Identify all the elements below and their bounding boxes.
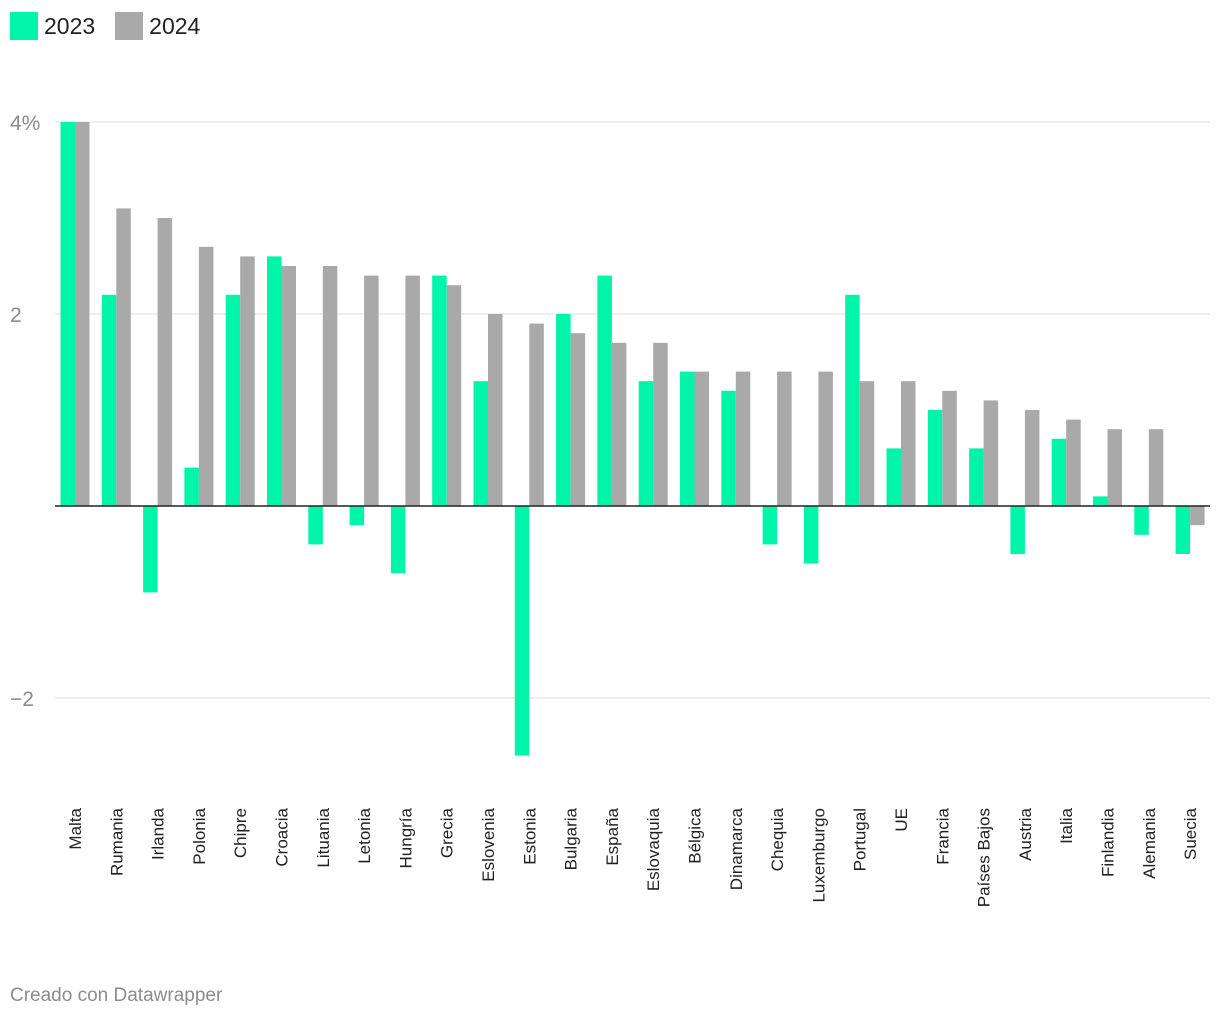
bar-2024: [570, 333, 586, 506]
x-category-label: Suecia: [1181, 807, 1200, 860]
bar-2024: [653, 342, 668, 506]
legend-label-2023: 2023: [44, 12, 96, 39]
x-category-label: Dinamarca: [727, 807, 746, 890]
x-category-label: UE: [892, 808, 911, 832]
x-category-label: Irlanda: [149, 807, 168, 860]
bar-2024: [777, 371, 792, 506]
bar-2024: [818, 371, 833, 506]
bar-2023: [267, 256, 282, 506]
bar-2023: [969, 448, 984, 506]
bar-2023: [473, 381, 488, 506]
bar-2023: [184, 467, 199, 506]
x-category-label: Bulgaria: [562, 807, 581, 870]
x-category-label: Eslovaquia: [644, 807, 663, 891]
bar-2023: [680, 371, 695, 506]
x-category-label: Austria: [1016, 807, 1035, 860]
bar-2023: [721, 390, 736, 506]
legend: 2023 2024: [10, 12, 220, 40]
bar-2023: [762, 506, 778, 545]
bar-2023: [514, 506, 530, 756]
bar-2023: [886, 448, 901, 506]
bar-2023: [60, 122, 75, 506]
bar-2024: [281, 266, 296, 506]
legend-item-2024: 2024: [115, 12, 200, 40]
x-category-label: Portugal: [851, 808, 870, 871]
bar-2024: [529, 323, 544, 506]
bar-2024: [240, 256, 255, 506]
bar-2023: [1051, 438, 1067, 506]
bar-2024: [198, 246, 214, 507]
x-category-label: Chipre: [231, 808, 250, 858]
bar-2023: [803, 506, 819, 564]
bar-2024: [735, 371, 751, 506]
bar-2024: [116, 208, 131, 506]
y-tick-label: −2: [10, 688, 34, 711]
legend-swatch-2023: [10, 12, 38, 40]
x-category-label: Francia: [933, 807, 952, 864]
bar-2023: [1010, 506, 1025, 554]
bar-2024: [1107, 429, 1122, 506]
bar-2023: [1175, 506, 1191, 554]
x-category-label: Croacia: [273, 807, 292, 866]
footer-credit: Creado con Datawrapper: [10, 985, 223, 1006]
bar-2024: [859, 381, 875, 506]
x-category-label: Finlandia: [1099, 807, 1118, 877]
bar-2023: [432, 275, 447, 506]
bar-2024: [322, 266, 338, 506]
bar-chart: 4% 2 −2 Malta Rumania Irlanda Polonia Chipre Cro…: [10, 112, 1210, 907]
x-category-label: España: [603, 807, 622, 865]
bar-2024: [488, 314, 503, 506]
bar-2023: [1134, 506, 1149, 535]
x-category-label: Alemania: [1140, 807, 1159, 878]
bar-2023: [390, 506, 406, 574]
bar-2024: [1148, 429, 1164, 506]
bar-2024: [901, 381, 916, 506]
bar-2024: [1024, 410, 1040, 506]
bar-2024: [694, 371, 709, 506]
bar-2023: [1093, 496, 1108, 506]
bar-2024: [1190, 506, 1205, 526]
bar-2024: [983, 400, 999, 506]
bar-2024: [1066, 419, 1081, 506]
y-tick-label: 4%: [10, 112, 40, 135]
y-tick-label: 2: [10, 304, 22, 327]
bar-2023: [556, 314, 571, 506]
bar-2023: [638, 381, 654, 506]
bar-2024: [157, 218, 173, 506]
x-category-label: Eslovenia: [479, 807, 498, 881]
x-category-label: Letonia: [355, 807, 374, 863]
bar-2024: [446, 285, 462, 506]
bar-2024: [942, 390, 957, 506]
x-category-label: Países Bajos: [975, 808, 994, 907]
bar-2023: [597, 275, 612, 506]
x-category-label: Malta: [66, 807, 85, 849]
x-category-label: Chequia: [768, 807, 787, 871]
bar-2024: [405, 275, 420, 506]
bar-2023: [101, 294, 117, 506]
legend-swatch-2024: [115, 12, 144, 40]
bar-2023: [225, 294, 241, 506]
legend-label-2024: 2024: [149, 12, 201, 39]
bar-2024: [611, 342, 627, 506]
x-category-label: Polonia: [190, 807, 209, 864]
legend-item-2023: 2023: [10, 12, 95, 40]
x-category-label: Estonia: [520, 807, 539, 864]
x-category-label: Italia: [1057, 807, 1076, 843]
bar-2023: [349, 506, 365, 526]
bar-2023: [927, 410, 943, 506]
bar-2023: [308, 506, 323, 545]
bar-2024: [75, 122, 90, 506]
x-category-label: Rumania: [107, 807, 126, 876]
bar-2023: [845, 294, 860, 506]
x-category-label: Hungría: [396, 807, 415, 868]
x-category-label: Bélgica: [686, 807, 705, 863]
x-category-label: Luxemburgo: [809, 808, 828, 903]
bar-2024: [364, 275, 379, 506]
x-category-label: Lituania: [314, 807, 333, 867]
bar-2023: [143, 506, 158, 593]
x-category-label: Grecia: [438, 807, 457, 858]
